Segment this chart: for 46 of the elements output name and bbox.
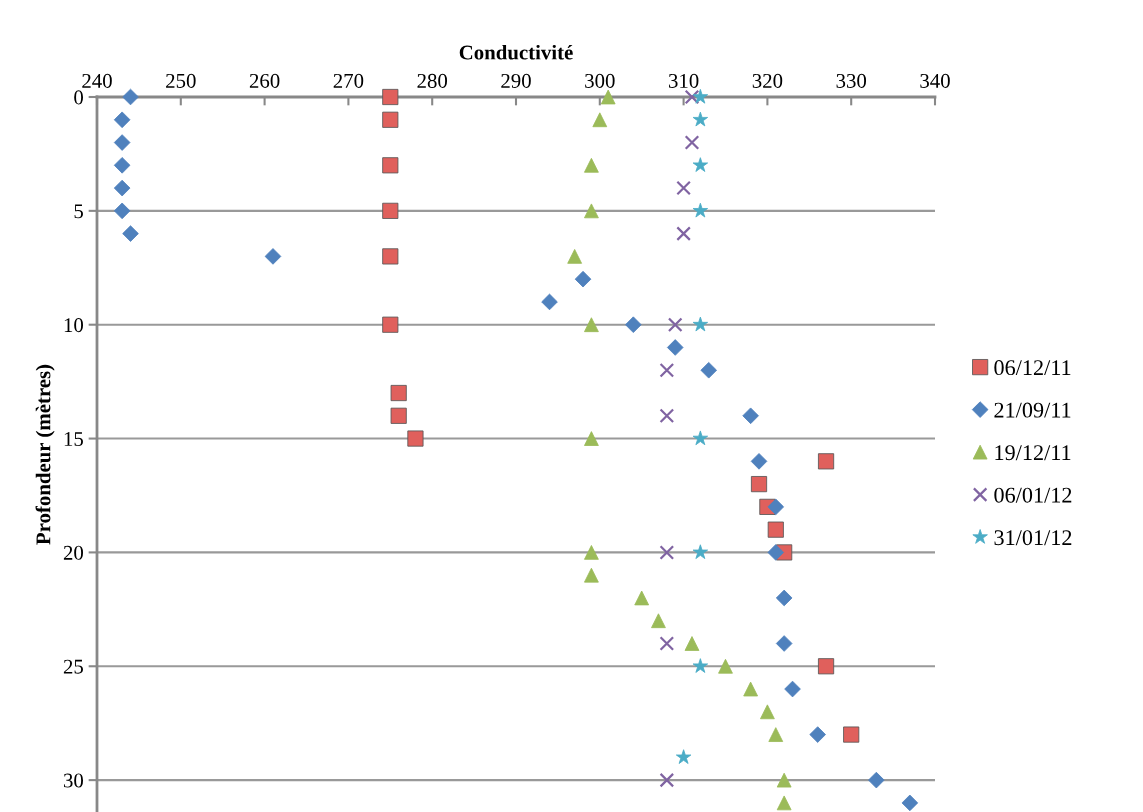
- x-tick-label: 240: [82, 73, 112, 88]
- legend-label: 21/09/11: [994, 402, 1071, 418]
- point: [676, 226, 691, 241]
- x-axis-title: Conductivité: [459, 44, 573, 60]
- legend-label: 06/01/12: [994, 487, 1072, 503]
- x-tick-label: 280: [417, 73, 448, 88]
- y-tick-label: 30: [63, 773, 84, 788]
- y-tick-label: 20: [63, 545, 84, 560]
- point: [122, 88, 139, 106]
- point: [684, 89, 700, 105]
- point: [818, 658, 835, 675]
- x-tick-label: 270: [333, 73, 364, 88]
- x-tick-label: 310: [668, 73, 699, 88]
- x-tick-label: 300: [585, 73, 615, 88]
- point: [659, 362, 675, 378]
- y-tick-label: 0: [74, 90, 84, 105]
- point: [667, 317, 683, 333]
- point: [659, 636, 675, 651]
- x-tick-label: 340: [920, 73, 950, 88]
- legend-label: 19/12/11: [995, 445, 1071, 461]
- point: [113, 134, 131, 151]
- point: [541, 293, 558, 311]
- y-axis-title: Profondeur (mètres): [35, 364, 55, 545]
- y-tick-label: 10: [64, 318, 84, 333]
- point: [659, 545, 675, 560]
- x-tick-label: 260: [249, 73, 280, 88]
- x-tick-label: 320: [752, 73, 783, 88]
- x-tick-label: 250: [166, 73, 196, 88]
- point: [676, 180, 691, 196]
- point: [868, 771, 885, 789]
- point: [264, 248, 282, 265]
- point: [767, 544, 785, 561]
- point: [750, 476, 768, 493]
- point: [659, 772, 675, 788]
- point: [818, 453, 835, 470]
- legend-label: 06/12/11: [994, 360, 1071, 376]
- x-tick-label: 330: [836, 73, 867, 88]
- point: [768, 727, 784, 742]
- y-tick-label: 5: [74, 204, 83, 219]
- legend-label: 31/01/12: [994, 530, 1072, 546]
- y-tick-label: 15: [64, 432, 83, 446]
- y-tick-label: 25: [63, 659, 83, 674]
- point: [659, 408, 675, 424]
- point: [750, 453, 768, 470]
- x-tick-label: 290: [501, 73, 531, 88]
- point: [684, 135, 700, 150]
